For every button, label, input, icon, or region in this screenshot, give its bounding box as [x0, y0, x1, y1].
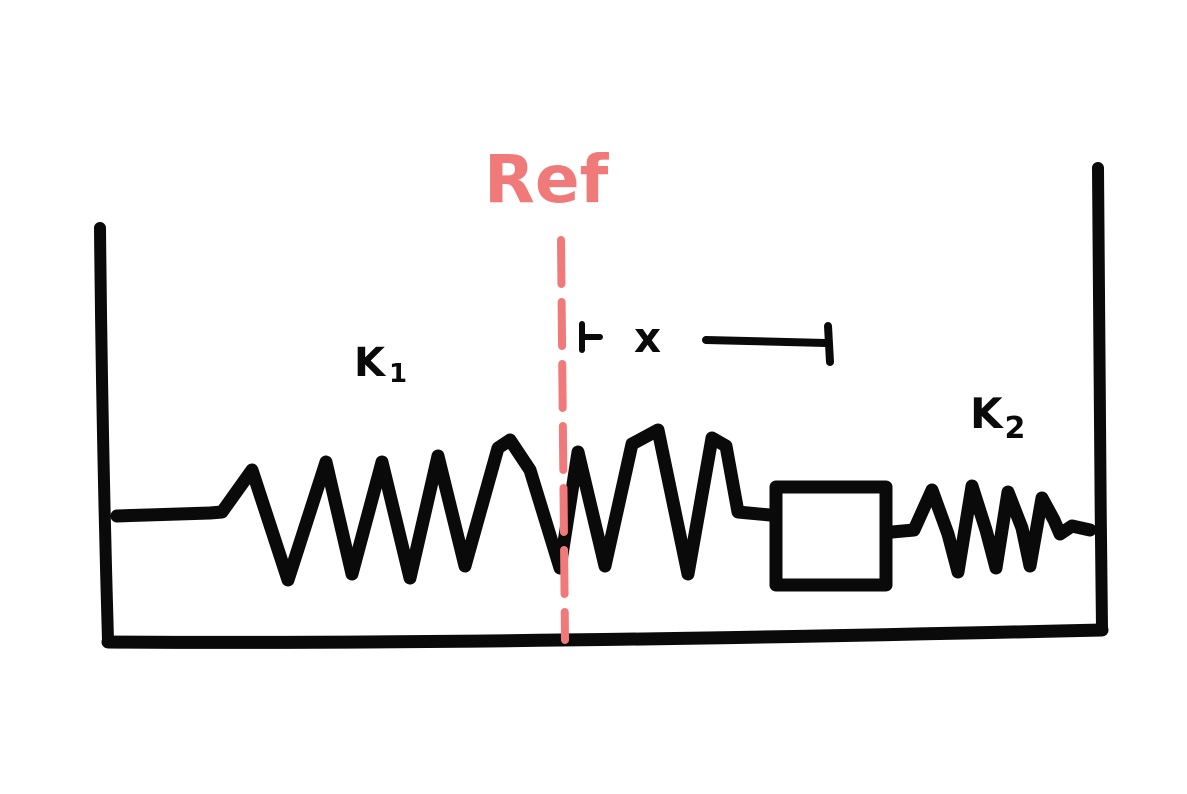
- spring-k1-coils: [110, 423, 777, 587]
- displacement-end-tick: [824, 322, 834, 366]
- container: [94, 162, 1109, 649]
- k2-subscript: 2: [1005, 411, 1026, 446]
- floor: [101, 623, 1109, 649]
- spring-k2: [885, 479, 1097, 579]
- k2-label: K2: [970, 389, 1025, 446]
- ref-label: Ref: [484, 141, 610, 218]
- k2-letter: K: [970, 389, 1004, 438]
- displacement-line: [702, 336, 830, 347]
- k1-letter: K: [354, 340, 387, 386]
- reference-line: [557, 236, 569, 644]
- left-wall: [94, 222, 114, 646]
- right-wall: [1092, 162, 1108, 634]
- mass-block: [769, 480, 893, 592]
- reference-line-group: [557, 236, 569, 644]
- k1-subscript: 1: [389, 359, 407, 389]
- x-label: x: [634, 313, 661, 362]
- spring-k2-coils: [885, 479, 1097, 579]
- displacement-marker: [579, 321, 834, 366]
- spring-k1: [110, 423, 777, 587]
